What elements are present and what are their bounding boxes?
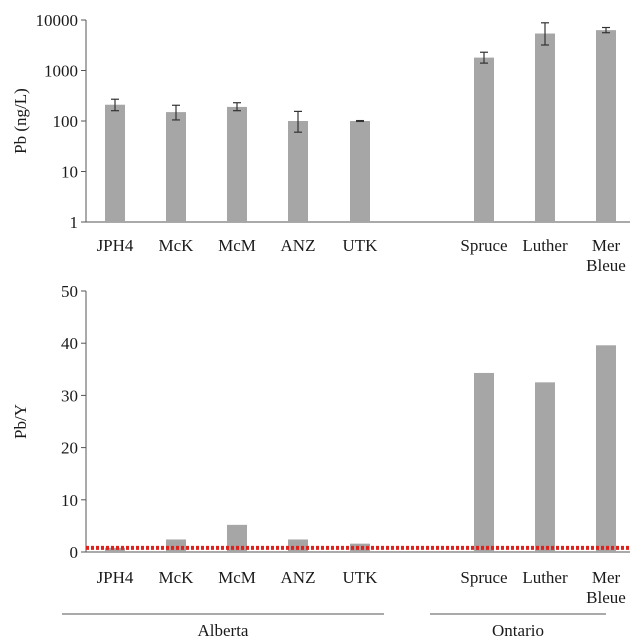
x-tick-label: McK xyxy=(159,568,195,587)
bar xyxy=(105,547,125,552)
bar xyxy=(350,121,370,222)
x-tick-label: UTK xyxy=(343,236,379,255)
y-axis-title: Pb (ng/L) xyxy=(11,88,30,154)
y-tick-label: 10000 xyxy=(36,11,79,30)
x-tick-label: JPH4 xyxy=(97,568,134,587)
x-tick-label: JPH4 xyxy=(97,236,134,255)
x-tick-label: UTK xyxy=(343,568,379,587)
bar xyxy=(166,112,186,222)
bar xyxy=(535,33,555,222)
x-tick-label: Mer xyxy=(592,236,621,255)
x-tick-label: Spruce xyxy=(460,236,507,255)
pb-concentration-chart: 1 10 100 1000 10000 Pb (ng/L) JPH4 McK McM ANZ UTK… xyxy=(11,11,630,275)
y-tick-label: 10 xyxy=(61,163,78,182)
pb-y-ratio-chart: 0 10 20 30 40 50 Pb/Y JPH4 McK McM ANZ UTK Spruce Lut… xyxy=(11,282,630,607)
y-tick-label: 20 xyxy=(61,439,78,458)
y-tick-label: 30 xyxy=(61,386,78,405)
y-tick-label: 40 xyxy=(61,334,78,353)
bar xyxy=(288,539,308,552)
bar xyxy=(166,539,186,552)
bar xyxy=(596,345,616,552)
x-tick-label: McM xyxy=(218,236,256,255)
bar xyxy=(288,121,308,222)
x-tick-label: McK xyxy=(159,236,195,255)
x-tick-label: Bleue xyxy=(586,588,626,607)
x-tick-label: Luther xyxy=(522,236,568,255)
y-tick-label: 10 xyxy=(61,491,78,510)
x-tick-label: Bleue xyxy=(586,256,626,275)
x-tick-label: ANZ xyxy=(281,236,316,255)
y-tick-label: 100 xyxy=(53,112,79,131)
y-tick-label: 50 xyxy=(61,282,78,301)
y-tick-label: 0 xyxy=(70,543,79,562)
y-axis-title: Pb/Y xyxy=(11,404,30,439)
bar xyxy=(535,382,555,552)
y-tick-label: 1 xyxy=(70,213,79,232)
y-tick-label: 1000 xyxy=(44,62,78,81)
bar xyxy=(596,30,616,223)
bar xyxy=(474,372,494,552)
region-groups: Alberta Ontario xyxy=(62,613,606,639)
x-tick-label: ANZ xyxy=(281,568,316,587)
bar xyxy=(350,543,370,552)
bar xyxy=(105,104,125,222)
bar xyxy=(474,57,494,223)
group-label: Ontario xyxy=(492,621,544,639)
group-label: Alberta xyxy=(198,621,249,639)
x-tick-label: McM xyxy=(218,568,256,587)
x-tick-label: Luther xyxy=(522,568,568,587)
bar xyxy=(227,106,247,222)
x-tick-label: Spruce xyxy=(460,568,507,587)
bar xyxy=(227,524,247,552)
x-tick-label: Mer xyxy=(592,568,621,587)
